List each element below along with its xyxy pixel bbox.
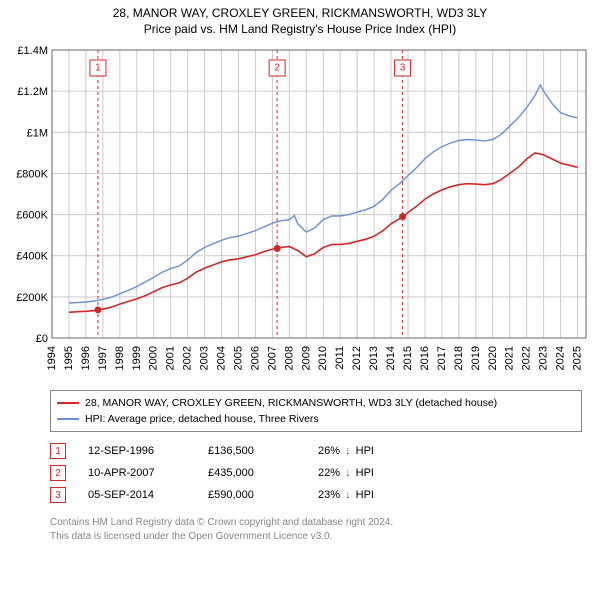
xtick-label: 2009 (300, 346, 312, 370)
chart-title-line2: Price paid vs. HM Land Registry's House … (0, 22, 600, 36)
ytick-label: £400K (16, 251, 48, 263)
sale-marker-number: 2 (274, 63, 280, 74)
xtick-label: 2024 (555, 346, 567, 370)
xtick-label: 2006 (249, 346, 261, 370)
sale-date: 12-SEP-1996 (88, 445, 208, 457)
legend-swatch (57, 402, 79, 404)
attribution-line1: Contains HM Land Registry data © Crown c… (50, 516, 582, 530)
ytick-label: £1.2M (17, 86, 48, 98)
xtick-label: 2011 (334, 346, 346, 370)
chart-legend: 28, MANOR WAY, CROXLEY GREEN, RICKMANSWO… (50, 390, 582, 432)
sales-table: 1 12-SEP-1996£136,50026% ↓ HPI 2 10-APR-200… (50, 440, 582, 506)
sale-number-box: 2 (50, 465, 66, 481)
sales-row: 3 05-SEP-2014£590,00023% ↓ HPI (50, 484, 582, 506)
xtick-label: 2021 (504, 346, 516, 370)
xtick-label: 2010 (317, 346, 329, 370)
xtick-label: 1996 (80, 346, 92, 370)
plot-border (52, 50, 586, 338)
ytick-label: £200K (16, 292, 48, 304)
legend-swatch (57, 418, 79, 420)
xtick-label: 2013 (368, 346, 380, 370)
xtick-label: 2001 (165, 346, 177, 370)
xtick-label: 2015 (402, 346, 414, 370)
chart-area: £0 £200K £400K £600K £800K £1M £1.2M £1.4M 1994 1… (6, 44, 594, 384)
sales-row: 1 12-SEP-1996£136,50026% ↓ HPI (50, 440, 582, 462)
ytick-label: £0 (36, 333, 48, 345)
ytick-label: £800K (16, 168, 48, 180)
sale-marker-number: 1 (95, 63, 101, 74)
arrow-down-icon: ↓ (345, 467, 351, 479)
xtick-label: 2018 (453, 346, 465, 370)
legend-label: 28, MANOR WAY, CROXLEY GREEN, RICKMANSWO… (85, 397, 497, 409)
xtick-label: 2008 (283, 346, 295, 370)
xtick-label: 2020 (487, 346, 499, 370)
xtick-label: 2017 (436, 346, 448, 370)
xtick-label: 2004 (216, 346, 228, 370)
sales-row: 2 10-APR-2007£435,00022% ↓ HPI (50, 462, 582, 484)
sale-marker-number: 3 (400, 63, 406, 74)
sale-price: £435,000 (208, 467, 318, 479)
sale-date: 10-APR-2007 (88, 467, 208, 479)
chart-title-line1: 28, MANOR WAY, CROXLEY GREEN, RICKMANSWO… (0, 6, 600, 20)
arrow-down-icon: ↓ (345, 489, 351, 501)
sale-marker-dot (94, 306, 101, 313)
xtick-label: 2003 (199, 346, 211, 370)
xtick-label: 2019 (470, 346, 482, 370)
xtick-label: 2005 (232, 346, 244, 370)
sale-price: £136,500 (208, 445, 318, 457)
xtick-label: 2016 (419, 346, 431, 370)
xtick-label: 1997 (97, 346, 109, 370)
xtick-label: 2023 (538, 346, 550, 370)
ytick-label: £600K (16, 210, 48, 222)
sale-delta: 23% ↓ HPI (318, 489, 438, 501)
sale-price: £590,000 (208, 489, 318, 501)
xtick-label: 1995 (63, 346, 75, 370)
arrow-down-icon: ↓ (345, 445, 351, 457)
chart-title-block: 28, MANOR WAY, CROXLEY GREEN, RICKMANSWO… (0, 0, 600, 40)
sale-marker-dot (399, 213, 406, 220)
xtick-label: 1994 (46, 346, 58, 370)
sale-delta: 22% ↓ HPI (318, 467, 438, 479)
xtick-label: 2000 (148, 346, 160, 370)
attribution-block: Contains HM Land Registry data © Crown c… (50, 516, 582, 543)
xtick-label: 1999 (131, 346, 143, 370)
chart-svg: £0 £200K £400K £600K £800K £1M £1.2M £1.4M 1994 1… (6, 44, 594, 384)
sale-delta: 26% ↓ HPI (318, 445, 438, 457)
ytick-label: £1.4M (17, 45, 48, 57)
xtick-label: 2014 (385, 346, 397, 370)
xtick-label: 2022 (521, 346, 533, 370)
legend-row: 28, MANOR WAY, CROXLEY GREEN, RICKMANSWO… (57, 395, 575, 411)
legend-label: HPI: Average price, detached house, Thre… (85, 413, 319, 425)
xtick-label: 2007 (266, 346, 278, 370)
sale-number-box: 1 (50, 443, 66, 459)
xtick-label: 2002 (182, 346, 194, 370)
xtick-label: 1998 (114, 346, 126, 370)
sale-date: 05-SEP-2014 (88, 489, 208, 501)
sale-number-box: 3 (50, 487, 66, 503)
ytick-label: £1M (27, 127, 48, 139)
xtick-label: 2012 (351, 346, 363, 370)
xtick-label: 2025 (572, 346, 584, 370)
sale-marker-dot (274, 245, 281, 252)
attribution-line2: This data is licensed under the Open Gov… (50, 530, 582, 544)
legend-row: HPI: Average price, detached house, Thre… (57, 411, 575, 427)
